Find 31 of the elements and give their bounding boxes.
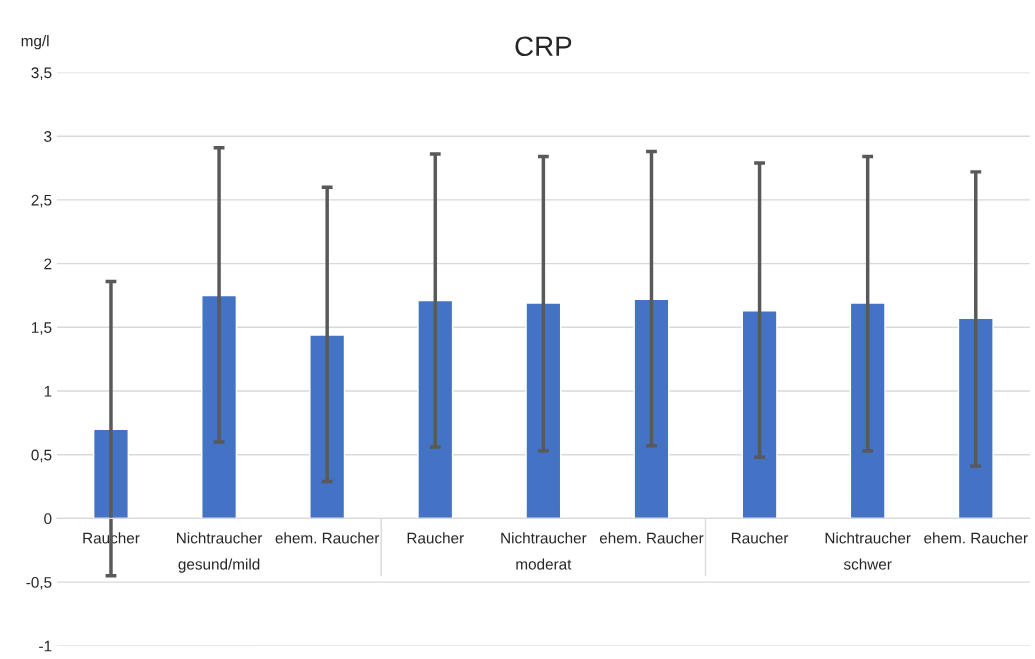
y-tick-label: -1 <box>39 640 52 652</box>
bar <box>417 299 454 520</box>
bar <box>849 302 886 520</box>
y-tick-label: -0,5 <box>26 576 52 590</box>
x-tick-label: Raucher <box>731 532 789 544</box>
x-tick-label: Nichtraucher <box>501 532 587 544</box>
bar <box>633 298 670 520</box>
bar <box>201 294 238 520</box>
y-tick-label: 2,5 <box>31 194 52 208</box>
y-tick-label: 0 <box>44 513 52 525</box>
bar <box>741 310 778 520</box>
x-tick-label: Nichtraucher <box>177 532 263 544</box>
x-tick-label: Raucher <box>407 532 464 544</box>
y-tick-label: 2 <box>44 258 52 270</box>
annotation: schwer <box>843 558 892 570</box>
y-axis-title: mg/l <box>21 35 49 50</box>
y-tick-label: 0,5 <box>31 449 52 463</box>
chart-title: CRP <box>515 36 572 57</box>
x-tick-label: ehem. Raucher <box>599 532 704 544</box>
y-tick-label: 3,5 <box>31 67 52 80</box>
annotation: moderat <box>516 558 572 570</box>
y-tick-label: 3 <box>44 131 52 142</box>
bar <box>525 302 562 520</box>
y-tick-label: 1 <box>44 386 52 397</box>
bar <box>309 334 346 520</box>
y-tick-label: 1,5 <box>31 322 52 335</box>
bar <box>957 317 994 520</box>
x-tick-label: Nichtraucher <box>825 532 911 544</box>
x-tick-label: ehem. Raucher <box>275 532 380 544</box>
x-tick-label: ehem. Raucher <box>924 532 1028 544</box>
annotation: gesund/mild <box>178 558 260 573</box>
